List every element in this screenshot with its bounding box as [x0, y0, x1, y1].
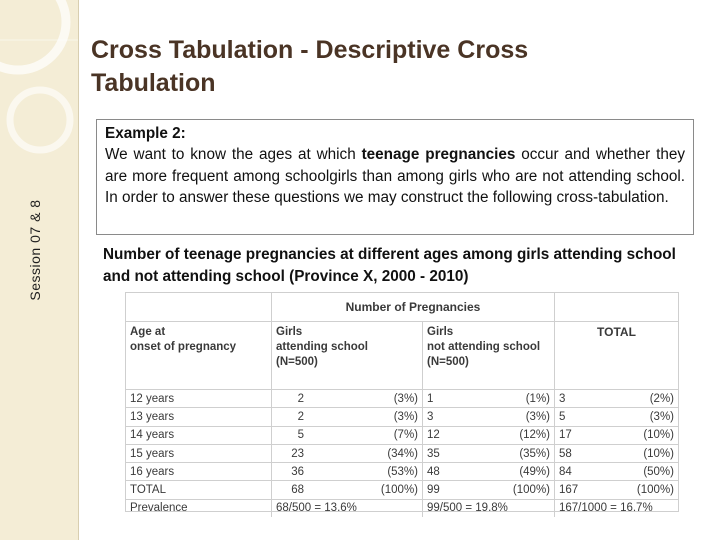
noschool-count-cell: 99	[422, 480, 461, 500]
noschool-percent-cell: (35%)	[461, 444, 555, 464]
table-row: 12 years 2 (3%) 1 (1%) 3 (2%)	[126, 389, 678, 409]
table-caption: Number of teenage pregnancies at differe…	[103, 246, 676, 285]
example-text-part-1: We want to know the ages at which	[105, 146, 362, 164]
age-cell: 16 years	[126, 462, 272, 482]
example-heading: Example 2:	[105, 125, 186, 142]
noschool-count-cell: 12	[422, 426, 461, 445]
table-body: Number of Pregnancies Age at onset of pr…	[126, 293, 678, 518]
spacer-cell	[271, 381, 423, 390]
slide-title: Cross Tabulation - Descriptive Cross Tab…	[91, 36, 529, 97]
data-table: Number of Pregnancies Age at onset of pr…	[126, 293, 678, 518]
total-column-header: TOTAL	[554, 321, 678, 381]
header-spacer-row	[126, 381, 678, 390]
total-count-cell: 84	[554, 462, 593, 482]
total-percent-cell: (10%)	[593, 444, 678, 464]
table-row: 14 years 5 (7%) 12 (12%) 17 (10%)	[126, 426, 678, 445]
noschool-column-header: Girls not attending school (N=500)	[422, 321, 555, 381]
total-percent-cell: (3%)	[593, 407, 678, 427]
noschool-count-cell: 48	[422, 462, 461, 482]
total-count-cell: 3	[554, 389, 593, 409]
age-cell: 14 years	[126, 426, 272, 445]
prevalence-noschool-cell: 99/500 = 19.8%	[422, 499, 555, 518]
header-empty-cell	[126, 293, 272, 322]
noschool-percent-cell: (1%)	[461, 389, 555, 409]
school-percent-cell: (7%)	[308, 426, 423, 445]
spacer-cell	[422, 381, 555, 390]
total-count-cell: 17	[554, 426, 593, 445]
age-cell: 13 years	[126, 407, 272, 427]
total-percent-cell: (100%)	[593, 480, 678, 500]
prevalence-label-cell: Prevalence	[130, 502, 188, 515]
age-header-line-2: onset of pregnancy	[130, 341, 237, 353]
table-header-row-1: Number of Pregnancies	[126, 293, 678, 322]
school-count-cell: 5	[271, 426, 308, 445]
noschool-count-cell: 3	[422, 407, 461, 427]
group-header-cell: Number of Pregnancies	[271, 293, 555, 322]
school-header-line-3: (N=500)	[276, 356, 318, 368]
sidebar-decoration: Session 07 & 8	[0, 0, 78, 540]
total-count-cell: 5	[554, 407, 593, 427]
school-column-header: Girls attending school (N=500)	[271, 321, 423, 381]
noschool-count-cell: 1	[422, 389, 461, 409]
table-row: 15 years 23 (34%) 35 (35%) 58 (10%)	[126, 444, 678, 464]
table-row: TOTAL 68 (100%) 99 (100%) 167 (100%)	[126, 480, 678, 500]
school-count-cell: 23	[271, 444, 308, 464]
header-empty-total-cell	[554, 293, 678, 322]
noschool-header-line-3: (N=500)	[427, 356, 469, 368]
session-label: Session 07 & 8	[27, 199, 43, 301]
age-column-header: Age at onset of pregnancy	[126, 322, 272, 382]
total-percent-cell: (50%)	[593, 462, 678, 482]
age-cell: 15 years	[126, 444, 272, 464]
total-count-cell: 58	[554, 444, 593, 464]
total-count-cell: 167	[554, 480, 593, 500]
noschool-count-cell: 35	[422, 444, 461, 464]
spacer-cell	[554, 381, 678, 390]
table-row: 13 years 2 (3%) 3 (3%) 5 (3%)	[126, 407, 678, 427]
age-cell: TOTAL	[126, 480, 272, 500]
age-cell: 12 years	[126, 389, 272, 409]
school-count-cell: 36	[271, 462, 308, 482]
total-percent-cell: (2%)	[593, 389, 678, 409]
noschool-percent-cell: (3%)	[461, 407, 555, 427]
school-header-line-1: Girls	[276, 326, 303, 338]
circle-decoration-icon	[0, 0, 78, 154]
example-paragraph: We want to know the ages at which teenag…	[105, 144, 685, 208]
noschool-percent-cell: (49%)	[461, 462, 555, 482]
sidebar-divider	[78, 0, 79, 540]
total-percent-cell: (10%)	[593, 426, 678, 445]
prevalence-row: Prevalence 68/500 = 13.6% 99/500 = 19.8% 16…	[126, 499, 678, 518]
spacer-cell	[126, 381, 272, 390]
example-box: Example 2: We want to know the ages at w…	[96, 119, 694, 235]
noschool-header-line-1: Girls	[427, 326, 454, 338]
school-percent-cell: (3%)	[308, 407, 423, 427]
noschool-percent-cell: (12%)	[461, 426, 555, 445]
table-row: 16 years 36 (53%) 48 (49%) 84 (50%)	[126, 462, 678, 482]
age-header-line-1: Age at	[130, 326, 166, 338]
school-header-line-2: attending school	[276, 341, 368, 353]
school-count-cell: 68	[271, 480, 308, 500]
school-percent-cell: (3%)	[308, 389, 423, 409]
school-count-cell: 2	[271, 389, 308, 409]
noschool-percent-cell: (100%)	[461, 480, 555, 500]
prevalence-school-cell: 68/500 = 13.6%	[271, 499, 423, 518]
example-text-part-2: occur and whether they are more frequent…	[105, 146, 686, 206]
school-percent-cell: (53%)	[308, 462, 423, 482]
school-percent-cell: (34%)	[308, 444, 423, 464]
example-emphasis: teenage pregnancies	[361, 146, 516, 164]
noschool-header-line-2: not attending school	[427, 341, 541, 353]
cross-tabulation-table: Number of Pregnancies Age at onset of pr…	[125, 292, 679, 518]
school-percent-cell: (100%)	[308, 480, 423, 500]
table-header-row-2: Age at onset of pregnancy Girls attendin…	[126, 321, 678, 382]
prevalence-total-cell: 167/1000 = 16.7%	[554, 499, 678, 518]
school-count-cell: 2	[271, 407, 308, 427]
